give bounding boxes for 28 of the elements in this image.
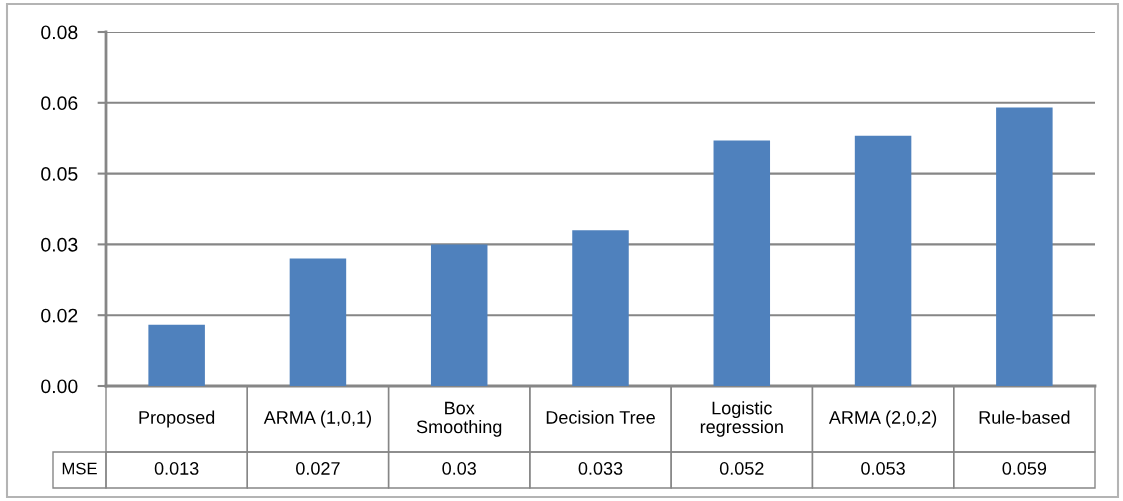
y-tick-label: 0.03: [41, 237, 78, 252]
y-tick-label: 0.06: [41, 96, 78, 111]
x-tick-label: ARMA (1,0,1): [263, 410, 371, 428]
data-label: 0.053: [861, 462, 905, 475]
x-tick-label: ARMA (2,0,2): [828, 410, 937, 428]
x-tick-label: Proposed: [139, 410, 215, 428]
y-tick-label: 0.02: [41, 308, 78, 323]
text: MSE: [62, 462, 97, 475]
data-label: 0.013: [154, 462, 199, 475]
x-tick-label: Decision Tree: [546, 410, 655, 424]
bar: [430, 244, 488, 386]
y-tick-label: 0.05: [41, 167, 78, 181]
data-label: 0.033: [578, 462, 623, 475]
bar: [854, 135, 912, 386]
data-label: 0.027: [296, 462, 340, 475]
data-label: 0.03: [442, 462, 476, 475]
data-label: 0.052: [719, 462, 764, 475]
x-tick-label: Logistic regression: [700, 401, 783, 437]
bar: [148, 324, 205, 386]
bar: [713, 140, 771, 386]
y-tick-label: 0.08: [41, 25, 78, 40]
bar: [996, 107, 1053, 386]
bar: [289, 258, 347, 386]
y-tick-label: 0.00: [41, 379, 78, 394]
bar: [572, 230, 629, 386]
data-label: 0.059: [1002, 462, 1047, 475]
x-tick-label: Rule-based: [979, 410, 1070, 424]
x-tick-label: Box Smoothing: [416, 401, 502, 437]
